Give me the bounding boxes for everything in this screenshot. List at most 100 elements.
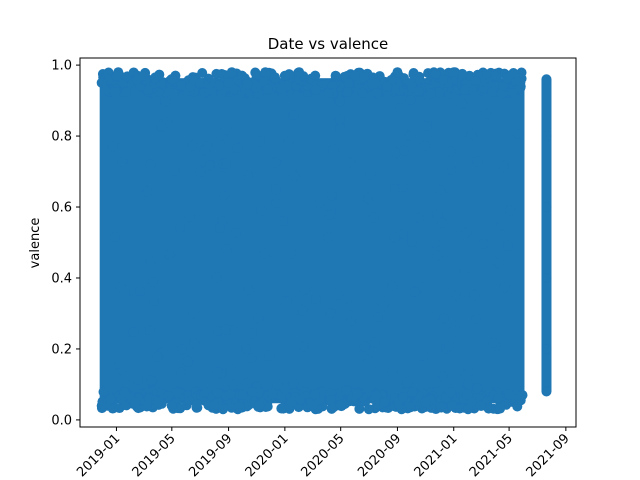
data-point	[221, 158, 232, 169]
data-point	[457, 68, 468, 79]
data-point	[241, 343, 252, 354]
data-point	[516, 67, 527, 78]
data-point	[323, 232, 334, 243]
data-point	[271, 198, 282, 209]
data-point	[472, 383, 483, 394]
data-point	[414, 212, 425, 223]
y-tick-label: 0.2	[51, 342, 72, 357]
data-point	[283, 136, 294, 147]
data-point	[469, 290, 480, 301]
data-point	[461, 227, 472, 238]
data-point	[405, 95, 416, 106]
data-point	[310, 84, 321, 95]
data-point	[251, 82, 262, 93]
data-point	[413, 73, 424, 84]
data-point	[135, 285, 146, 296]
data-point	[328, 144, 339, 155]
data-point	[169, 165, 180, 176]
data-point	[182, 356, 193, 367]
data-point	[505, 205, 516, 216]
data-point	[286, 248, 297, 259]
data-point	[402, 377, 413, 388]
data-point	[517, 390, 528, 401]
data-point	[541, 386, 552, 397]
data-point	[541, 202, 552, 213]
data-point	[194, 77, 205, 88]
data-point	[362, 193, 373, 204]
data-point	[382, 81, 393, 92]
data-point	[541, 131, 552, 142]
data-point	[498, 161, 509, 172]
data-point	[433, 250, 444, 261]
data-point	[405, 402, 416, 413]
data-point	[220, 324, 231, 335]
data-point	[138, 70, 149, 81]
data-point	[107, 141, 118, 152]
data-point	[297, 305, 308, 316]
data-point	[169, 88, 180, 99]
data-point	[189, 338, 200, 349]
data-point	[459, 84, 470, 95]
data-point	[472, 156, 483, 167]
data-point	[345, 157, 356, 168]
data-point	[437, 75, 448, 86]
data-point	[110, 87, 121, 98]
x-tick-label: 2019-05	[130, 431, 179, 480]
data-point	[459, 265, 470, 276]
data-point	[270, 184, 281, 195]
data-point	[115, 282, 126, 293]
data-point	[418, 350, 429, 361]
data-point	[225, 388, 236, 399]
data-point	[145, 159, 156, 170]
data-point	[243, 284, 254, 295]
y-tick-label: 0.4	[51, 271, 72, 286]
data-point	[448, 67, 459, 78]
data-point	[493, 258, 504, 269]
data-point	[246, 353, 257, 364]
data-point	[184, 211, 195, 222]
data-point	[242, 401, 253, 412]
data-point	[294, 394, 305, 405]
data-point	[223, 77, 234, 88]
data-point	[419, 140, 430, 151]
data-point	[510, 75, 521, 86]
data-point	[399, 145, 410, 156]
data-point	[488, 337, 499, 348]
data-point	[226, 402, 237, 413]
x-tick-label: 2020-05	[298, 431, 347, 480]
data-point	[343, 78, 354, 89]
data-point	[323, 88, 334, 99]
data-point	[345, 316, 356, 327]
data-point	[541, 343, 552, 354]
data-point	[234, 401, 245, 412]
y-tick-label: 0.8	[51, 130, 72, 145]
data-point	[146, 375, 157, 386]
data-point	[176, 80, 187, 91]
y-tick-label: 1.0	[51, 59, 72, 74]
data-point	[109, 231, 120, 242]
x-tick-label: 2021-05	[467, 431, 516, 480]
data-point	[354, 403, 365, 414]
data-point	[211, 272, 222, 283]
data-point	[219, 190, 230, 201]
data-point	[145, 256, 156, 267]
data-point	[191, 399, 202, 410]
data-point	[409, 286, 420, 297]
data-point	[352, 388, 363, 399]
data-point	[148, 295, 159, 306]
data-point	[310, 70, 321, 81]
data-point	[541, 74, 552, 85]
data-point	[96, 400, 107, 411]
data-point	[451, 290, 462, 301]
data-point	[450, 321, 461, 332]
data-point	[435, 185, 446, 196]
data-point	[407, 387, 418, 398]
data-point	[262, 84, 273, 95]
overlap-region	[99, 78, 525, 404]
data-point	[438, 313, 449, 324]
data-point	[129, 397, 140, 408]
data-point	[288, 378, 299, 389]
data-point	[387, 281, 398, 292]
data-point	[199, 145, 210, 156]
